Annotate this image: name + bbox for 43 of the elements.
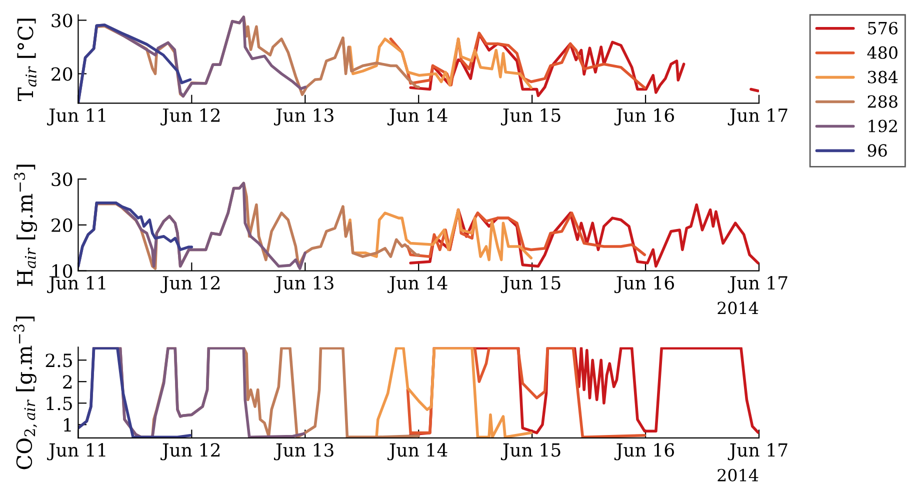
legend-label: 96 bbox=[868, 144, 887, 157]
line-series bbox=[78, 202, 194, 268]
x-tick-label: Jun 17 bbox=[728, 276, 788, 294]
y-tick-label: 1 bbox=[64, 418, 71, 432]
y-tick-label: 2.5 bbox=[46, 354, 72, 368]
x-tick-label: Jun 16 bbox=[614, 276, 674, 294]
y-tick-label: 2 bbox=[63, 375, 72, 388]
text: 2014 bbox=[718, 302, 758, 314]
x-tick-label: Jun 12 bbox=[160, 443, 220, 460]
y-tick-label: 20 bbox=[52, 67, 72, 81]
x-tick-label: Jun 11 bbox=[47, 443, 106, 460]
x-tick-label: Jun 13 bbox=[274, 443, 334, 460]
y-axis-title: T$_{air}$ [°C] bbox=[17, 18, 36, 102]
legend-label: 288 bbox=[868, 95, 898, 108]
x-tick-label: Jun 16 bbox=[614, 443, 674, 460]
y-tick-label: 30 bbox=[52, 14, 72, 28]
x-tick-label: Jun 16 bbox=[614, 108, 674, 126]
y-tick-label: 10 bbox=[52, 264, 72, 278]
x-tick-label: Jun 13 bbox=[274, 108, 334, 126]
x-tick-label: Jun 11 bbox=[47, 276, 106, 294]
text: 2014 bbox=[718, 468, 758, 482]
legend-label: 192 bbox=[868, 120, 897, 132]
legend-label: 384 bbox=[868, 70, 898, 84]
legend-label: 480 bbox=[867, 46, 898, 59]
x-tick-label: Jun 13 bbox=[274, 276, 334, 294]
x-tick-label: Jun 11 bbox=[47, 108, 106, 126]
y-axis-title: H$_{air}$ [g.m$^{−3}$] bbox=[14, 164, 38, 286]
x-tick-label: Jun 12 bbox=[160, 108, 220, 126]
x-tick-label: Jun 17 bbox=[728, 443, 788, 460]
x-tick-label: Jun 14 bbox=[387, 276, 448, 294]
x-tick-label: Jun 12 bbox=[160, 276, 220, 294]
x-tick-label: Jun 15 bbox=[500, 443, 560, 460]
y-tick-label: 30 bbox=[52, 172, 72, 186]
y-tick-label: 1.5 bbox=[46, 396, 72, 410]
x-tick-label: Jun 15 bbox=[500, 108, 560, 126]
line-series bbox=[78, 24, 192, 104]
x-tick-label: Jun 14 bbox=[387, 108, 448, 126]
y-axis-title: CO$_{2,air}$ [g.m$^{−3}$] bbox=[13, 316, 38, 470]
y-tick-label: 20 bbox=[52, 218, 72, 232]
x-tick-label: Jun 17 bbox=[728, 108, 788, 126]
legend-label: 576 bbox=[868, 22, 898, 34]
x-tick-label: Jun 14 bbox=[387, 443, 448, 460]
x-tick-label: Jun 15 bbox=[500, 276, 560, 294]
